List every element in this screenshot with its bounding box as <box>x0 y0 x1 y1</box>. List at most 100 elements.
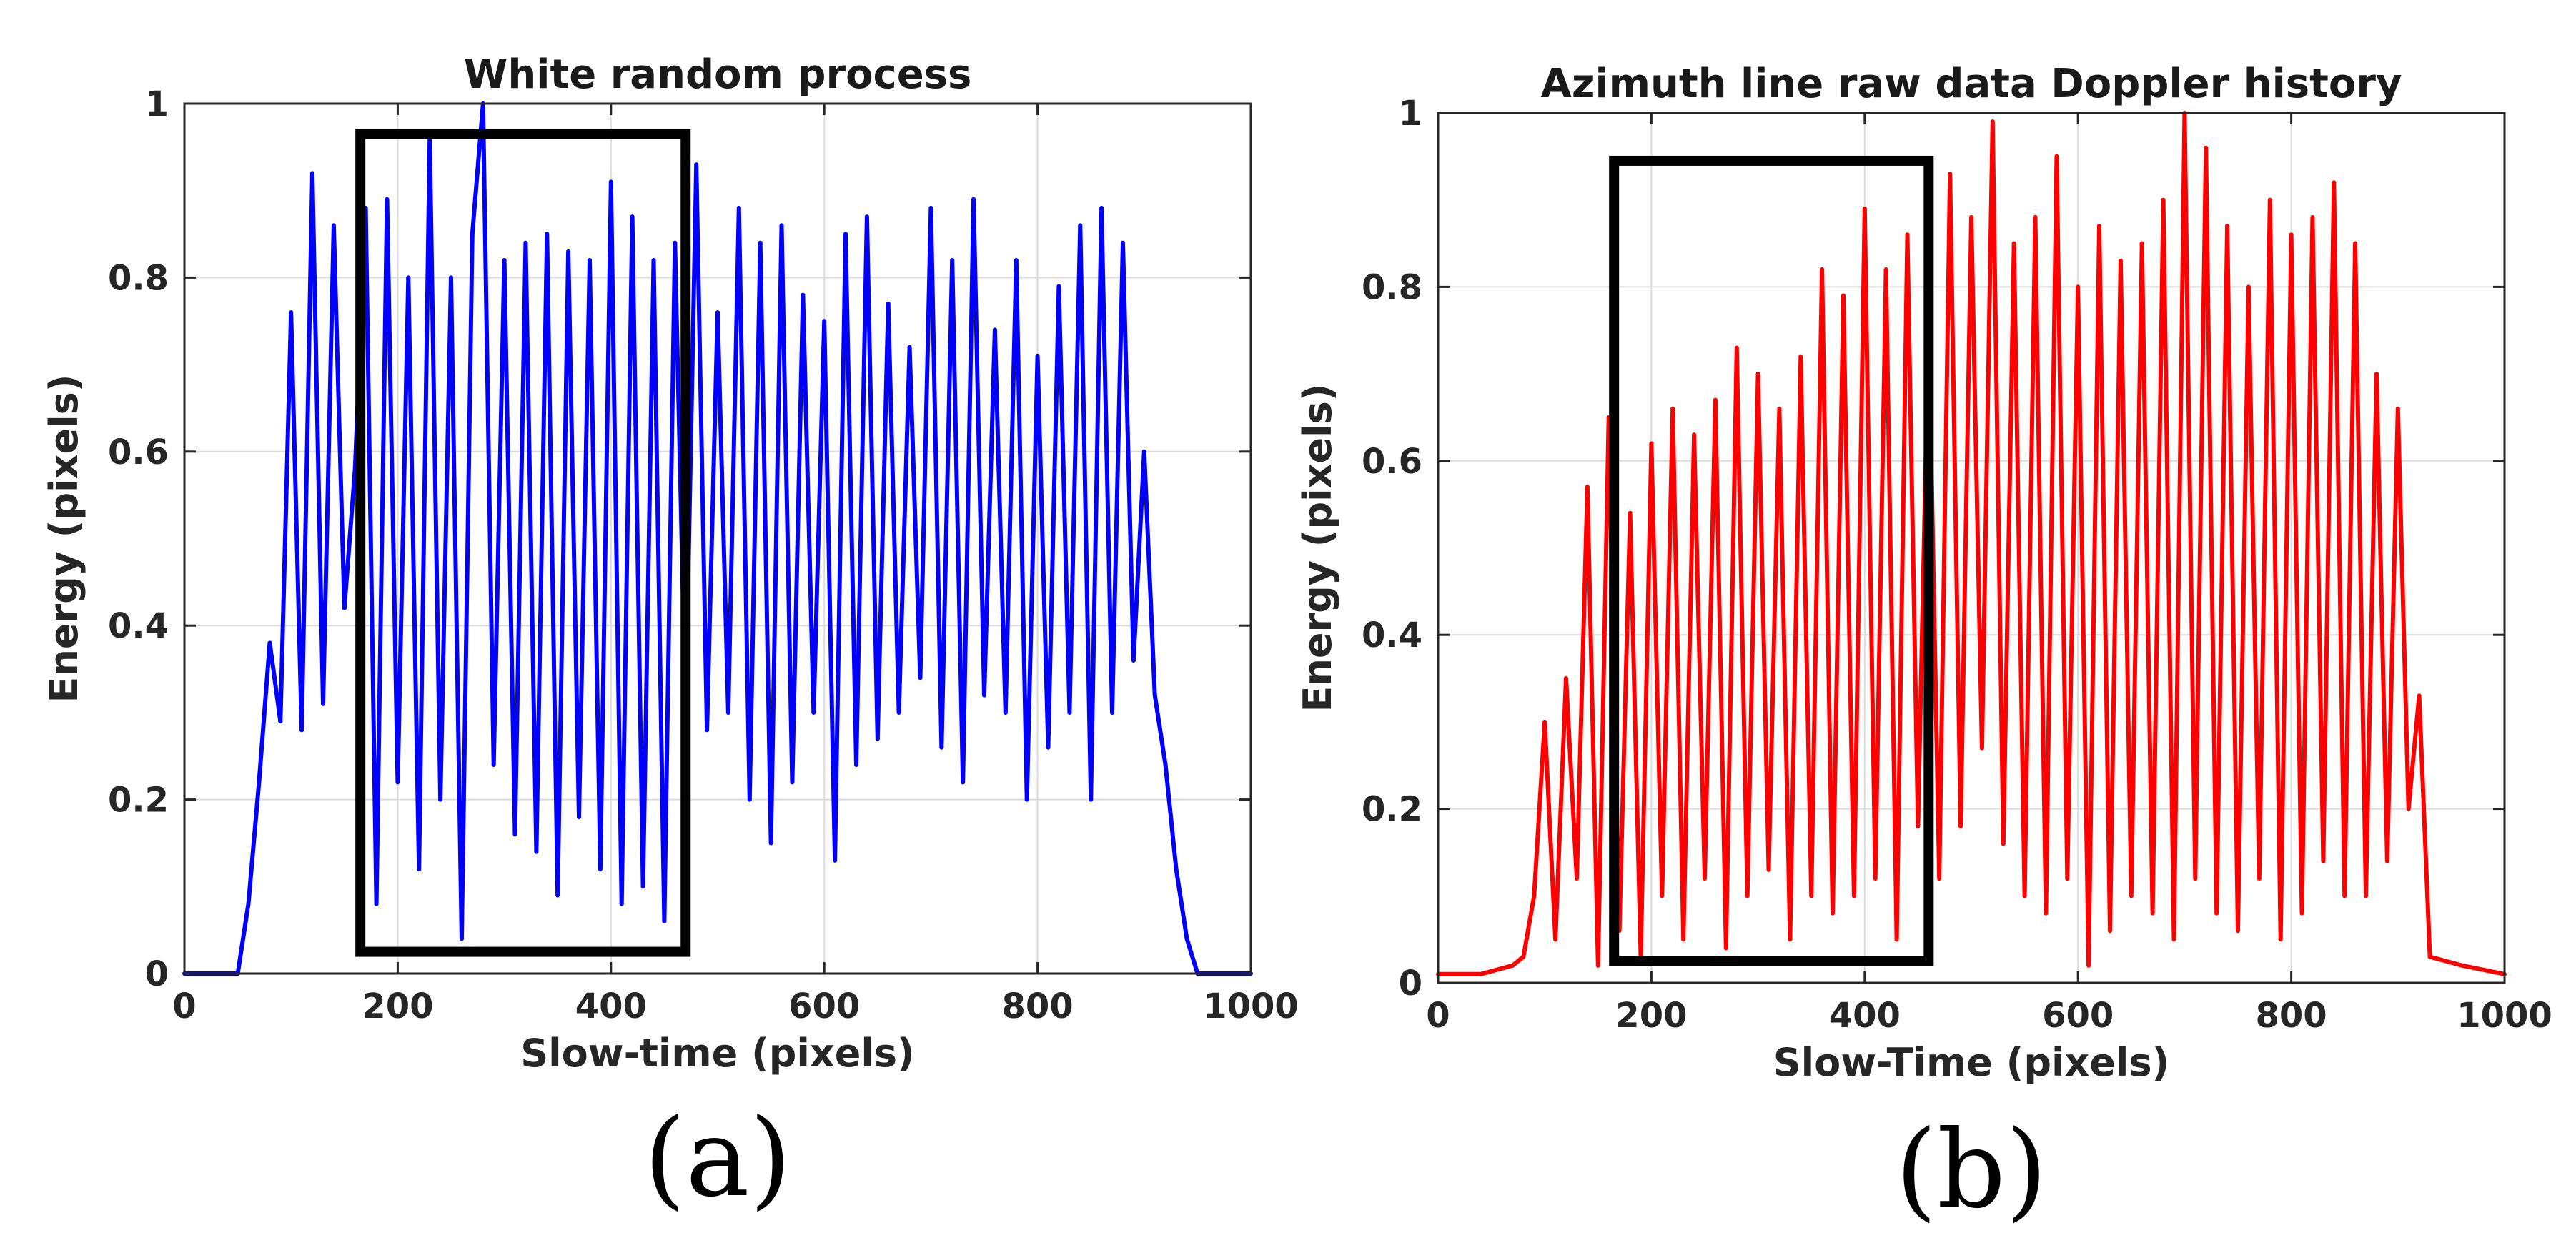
data-point <box>1681 937 1686 942</box>
data-point <box>555 893 560 898</box>
data-point <box>1595 963 1600 968</box>
data-point <box>875 736 880 741</box>
data-point <box>2321 858 2326 863</box>
y-tick-label: 1 <box>1399 94 1422 134</box>
data-point <box>1553 937 1558 942</box>
data-point <box>2332 180 2337 185</box>
y-tick-label: 0.2 <box>1362 790 1422 830</box>
data-point <box>1766 867 1771 872</box>
data-point <box>1035 353 1040 358</box>
data-point <box>2204 145 2209 150</box>
data-point <box>1046 745 1051 750</box>
data-point <box>1131 658 1136 663</box>
data-point <box>1841 293 1846 298</box>
data-point <box>1660 893 1665 898</box>
data-point <box>1745 893 1750 898</box>
data-point <box>2374 372 2379 377</box>
data-point <box>2193 876 2198 881</box>
data-point <box>2364 893 2369 898</box>
data-point <box>2225 224 2230 229</box>
data-point <box>1916 823 1921 828</box>
data-point <box>2299 911 2304 916</box>
data-point <box>715 310 720 315</box>
x-tick-label: 400 <box>575 986 647 1026</box>
data-point <box>790 780 795 785</box>
data-point <box>1873 876 1878 881</box>
data-point <box>853 762 858 767</box>
data-point <box>374 901 379 906</box>
data-point <box>768 841 773 846</box>
panel-caption: (a) <box>644 1096 791 1221</box>
x-tick-label: 400 <box>1829 996 1901 1036</box>
data-point <box>928 206 933 211</box>
data-point <box>299 728 304 733</box>
data-point <box>2161 197 2166 202</box>
data-point <box>1110 710 1115 715</box>
data-point <box>406 275 411 280</box>
data-point <box>1628 510 1633 515</box>
data-point <box>736 206 741 211</box>
x-tick-label: 200 <box>1615 996 1687 1036</box>
data-point <box>1979 746 1984 751</box>
data-point <box>1542 719 1547 724</box>
data-point <box>1851 893 1856 898</box>
data-point <box>320 701 325 706</box>
data-point <box>608 179 613 184</box>
data-point <box>1078 223 1083 228</box>
data-point <box>2171 937 2176 942</box>
data-point <box>1755 372 1760 377</box>
data-point <box>310 171 315 176</box>
x-tick-label: 600 <box>788 986 860 1026</box>
data-point <box>2011 241 2016 246</box>
data-point <box>758 240 763 245</box>
data-point <box>1089 797 1094 802</box>
data-point <box>1692 432 1697 437</box>
data-point <box>2076 284 2081 289</box>
data-point <box>801 292 806 297</box>
data-point <box>651 258 656 263</box>
data-point <box>2342 893 2347 898</box>
y-tick-label: 0.6 <box>108 432 169 472</box>
data-point <box>1120 240 1125 245</box>
data-point <box>864 214 869 219</box>
y-tick-label: 0.8 <box>1362 267 1422 307</box>
x-tick-label: 1000 <box>2457 996 2552 1036</box>
data-point <box>939 745 944 750</box>
data-point <box>2086 963 2091 968</box>
data-point <box>1894 937 1899 942</box>
data-point <box>619 901 624 906</box>
data-point <box>534 849 539 854</box>
data-point <box>459 936 464 941</box>
y-tick-label: 1 <box>145 84 169 124</box>
data-point <box>1163 762 1168 767</box>
data-point <box>246 901 251 906</box>
highlight-box <box>355 129 691 957</box>
panel-caption: (b) <box>1895 1108 2047 1232</box>
data-point <box>822 319 827 324</box>
data-point <box>2054 154 2059 159</box>
data-point <box>961 780 966 785</box>
data-point <box>512 832 517 837</box>
data-point <box>2065 876 2070 881</box>
x-tick-label: 0 <box>172 986 196 1026</box>
data-point <box>523 240 528 245</box>
data-point <box>502 258 507 263</box>
data-point <box>1152 693 1157 698</box>
data-point <box>2267 197 2272 202</box>
data-point <box>2417 693 2422 698</box>
data-point <box>395 780 400 785</box>
data-point <box>1478 971 1483 976</box>
data-point <box>982 693 986 698</box>
axes-frame <box>1437 112 2506 984</box>
data-point <box>438 797 443 802</box>
data-point <box>2459 963 2464 968</box>
data-point <box>1703 876 1707 881</box>
data-point <box>2395 406 2400 411</box>
data-point <box>1937 876 1942 881</box>
data-point <box>566 249 571 254</box>
data-point <box>1670 406 1675 411</box>
data-point <box>491 762 496 767</box>
data-point <box>662 918 667 923</box>
x-tick-label: 800 <box>2255 996 2327 1036</box>
